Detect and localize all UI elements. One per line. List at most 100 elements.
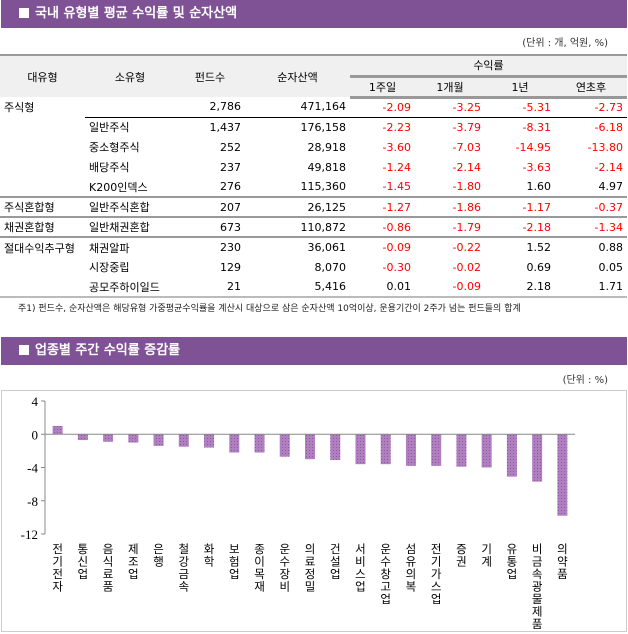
y-tick-label: 0 <box>32 427 39 442</box>
cell-assets: 49,818 <box>307 160 347 174</box>
cell-major: 절대수익추구형 <box>0 236 85 257</box>
cell-assets: 8,070 <box>314 260 347 274</box>
bar <box>532 434 543 482</box>
cell-return: -0.30 <box>382 260 411 274</box>
cell-return: 0.05 <box>598 260 624 274</box>
cell-return: -2.09 <box>382 101 411 114</box>
bar <box>355 434 366 465</box>
cell-major: 주식형 <box>4 101 35 114</box>
cell-funds: 237 <box>220 160 241 174</box>
header-returns: 수익률 <box>350 54 627 76</box>
cell-return: -2.18 <box>485 216 555 237</box>
cell-assets: 471,164 <box>300 100 347 114</box>
cell-return: -7.03 <box>452 140 481 154</box>
cell-return: -3.79 <box>415 116 485 137</box>
cell-minor: 일반주식혼합 <box>85 196 175 217</box>
cell-return: -1.17 <box>485 196 555 217</box>
y-tick-label: -8 <box>27 494 38 509</box>
bar <box>405 434 416 466</box>
cell-funds: 673 <box>175 216 245 237</box>
cell-return: -1.80 <box>452 180 481 193</box>
table-row: 채권혼합형 일반채권혼합 673 110,872 -0.86 -1.79 -2.18 -1.3… <box>0 216 627 237</box>
section2-title: 업종별 주간 수익률 증감률 <box>35 343 181 358</box>
bar <box>557 434 568 516</box>
table-row: 중소형주식 252 28,918 -3.60 -7.03 -14.95 -13.80 <box>0 137 627 157</box>
cell-return: 1.52 <box>485 236 555 257</box>
cell-return: -6.18 <box>555 116 627 137</box>
bar <box>330 434 341 461</box>
cell-return: -0.37 <box>555 196 627 217</box>
table-row: 주식형 2,786 471,164 -2.09 -3.25 -5.31 -2.73 <box>0 97 627 117</box>
section2-header: 업종별 주간 수익률 증감률 <box>1 337 627 365</box>
chart-frame <box>1 390 627 632</box>
cell-assets: 115,360 <box>300 180 347 193</box>
table-row: 절대수익추구형 채권알파 230 36,061 -0.09 -0.22 1.52 0.88 <box>0 236 627 257</box>
bar <box>305 434 315 460</box>
cell-funds: 252 <box>220 140 241 154</box>
cell-return: 0.88 <box>555 236 627 257</box>
cell-funds: 207 <box>175 196 245 217</box>
cell-return: -2.14 <box>452 160 481 174</box>
bar <box>431 434 442 466</box>
square-icon <box>19 345 29 355</box>
cell-minor: 배당주식 <box>89 161 130 174</box>
bar <box>254 434 265 453</box>
cell-major: 주식혼합형 <box>0 196 85 217</box>
cell-funds: 21 <box>175 277 245 298</box>
bar <box>128 434 139 443</box>
y-tick-label: -4 <box>27 461 38 476</box>
y-tick-label: -12 <box>21 527 38 542</box>
cell-assets: 36,061 <box>245 236 350 257</box>
cell-return: -2.23 <box>350 116 415 137</box>
section2-unit: (단위 : %) <box>562 375 608 386</box>
bar <box>481 434 492 468</box>
section1-title: 국내 유형별 평균 수익률 및 순자산액 <box>35 6 238 21</box>
header-1y: 1년 <box>485 74 555 99</box>
bar <box>456 434 467 467</box>
cell-funds: 230 <box>175 236 245 257</box>
cell-return: -1.34 <box>555 216 627 237</box>
table-row: 주식혼합형 일반주식혼합 207 26,125 -1.27 -1.86 -1.17 -0.37 <box>0 196 627 217</box>
bar <box>153 434 164 446</box>
cell-funds: 2,786 <box>209 100 242 114</box>
cell-return: -5.31 <box>522 101 551 114</box>
cell-return: -0.86 <box>350 216 415 237</box>
header-1w: 1주일 <box>350 74 415 99</box>
bar <box>279 434 290 457</box>
cell-assets: 5,416 <box>245 277 350 298</box>
cell-assets: 176,158 <box>245 116 350 137</box>
bar <box>52 425 63 435</box>
bar <box>204 434 215 448</box>
cell-return: 2.18 <box>485 277 555 298</box>
bar <box>229 434 240 453</box>
cell-minor: 공모주하이일드 <box>85 277 175 298</box>
cell-minor: 중소형주식 <box>89 141 140 154</box>
bar <box>506 434 517 477</box>
bar <box>103 434 114 442</box>
header-minor: 소유형 <box>85 54 175 97</box>
cell-funds: 276 <box>220 180 241 193</box>
cell-return: -0.09 <box>350 236 415 257</box>
cell-return: -3.25 <box>452 101 481 114</box>
cell-return: -8.31 <box>485 116 555 137</box>
section1-unit: (단위 : 개, 억원, %) <box>522 38 608 49</box>
cell-return: -3.63 <box>522 160 551 174</box>
bar <box>77 434 88 441</box>
cell-return: 1.71 <box>555 277 627 298</box>
cell-return: 4.97 <box>598 180 624 193</box>
